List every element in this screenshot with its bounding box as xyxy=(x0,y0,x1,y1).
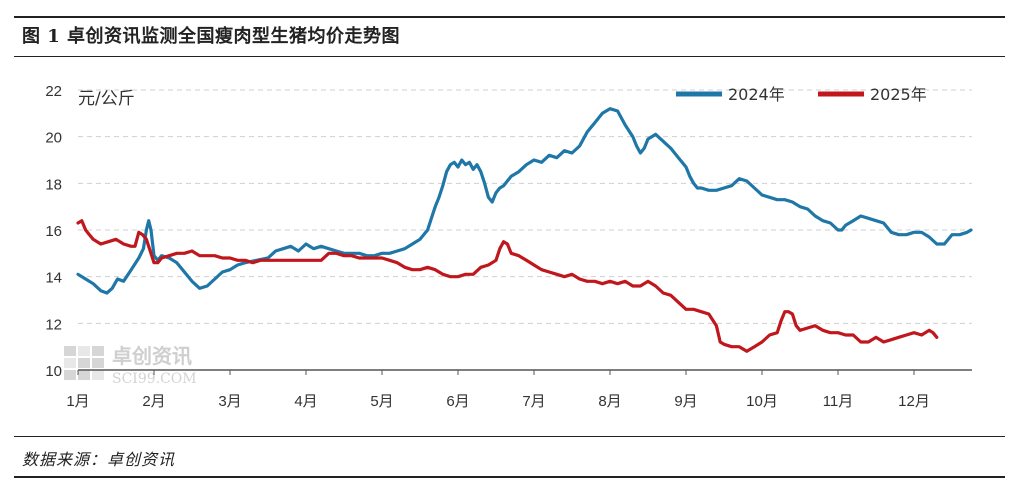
watermark-logo-cell xyxy=(92,358,104,368)
legend: 2024年 2025年 xyxy=(676,85,927,104)
y-tick-label: 10 xyxy=(45,363,62,380)
y-tick-label: 18 xyxy=(45,176,62,193)
watermark: 卓创资讯 SCI99.COM xyxy=(64,344,197,387)
x-tick-label: 4月 xyxy=(294,393,317,410)
title-rule xyxy=(14,56,1005,57)
x-tick-label: 2月 xyxy=(142,393,165,410)
x-tick-label: 7月 xyxy=(522,393,545,410)
watermark-sub: SCI99.COM xyxy=(112,371,197,387)
unit-label: 元/公斤 xyxy=(78,89,135,109)
y-tick-label: 20 xyxy=(45,130,62,147)
y-tick-label: 12 xyxy=(45,316,62,333)
legend-label-2024: 2024年 xyxy=(728,85,785,104)
grid-lines xyxy=(78,89,972,324)
x-tick-label: 9月 xyxy=(674,393,697,410)
bottom-rule xyxy=(14,476,1005,478)
watermark-name: 卓创资讯 xyxy=(112,344,192,368)
x-tick-label: 10月 xyxy=(746,393,778,410)
series-lines xyxy=(76,107,973,353)
top-rule xyxy=(14,16,1005,18)
watermark-logo-cell xyxy=(78,370,90,380)
x-tick-label: 5月 xyxy=(370,393,393,410)
x-tick-label: 12月 xyxy=(898,393,930,410)
y-tick-label: 22 xyxy=(45,83,62,100)
watermark-logo-icon xyxy=(64,346,104,380)
watermark-logo-cell xyxy=(64,358,76,368)
x-tick-label: 11月 xyxy=(823,393,854,410)
x-tick-label: 8月 xyxy=(598,393,621,410)
series-line-2025 xyxy=(76,219,939,353)
watermark-logo-cell xyxy=(64,370,76,380)
watermark-logo-cell xyxy=(92,370,104,380)
x-tick-label: 1月 xyxy=(66,393,89,410)
x-tick-label: 6月 xyxy=(446,393,469,410)
source-rule xyxy=(14,436,1005,437)
watermark-logo-cell xyxy=(64,346,76,356)
x-tick-label: 3月 xyxy=(218,393,241,410)
line-chart: 卓创资讯 SCI99.COM 10 12 14 16 18 20 22 1月 2月 3月 4月 5月… xyxy=(45,83,973,410)
x-axis xyxy=(77,369,972,375)
data-source: 数据来源：卓创资讯 xyxy=(22,450,176,469)
legend-label-2025: 2025年 xyxy=(870,85,927,104)
y-tick-label: 14 xyxy=(45,270,62,287)
x-axis-ticks: 1月 2月 3月 4月 5月 6月 7月 8月 9月 10月 11月 12月 xyxy=(66,393,930,410)
watermark-logo-cell xyxy=(78,346,90,356)
y-axis-ticks: 10 12 14 16 18 20 22 xyxy=(45,83,62,380)
chart-title: 图 1 卓创资讯监测全国瘦肉型生猪均价走势图 xyxy=(22,26,401,47)
y-tick-label: 16 xyxy=(45,223,62,240)
series-line-2024 xyxy=(76,107,973,295)
watermark-logo-cell xyxy=(92,346,104,356)
watermark-logo-cell xyxy=(78,358,90,368)
